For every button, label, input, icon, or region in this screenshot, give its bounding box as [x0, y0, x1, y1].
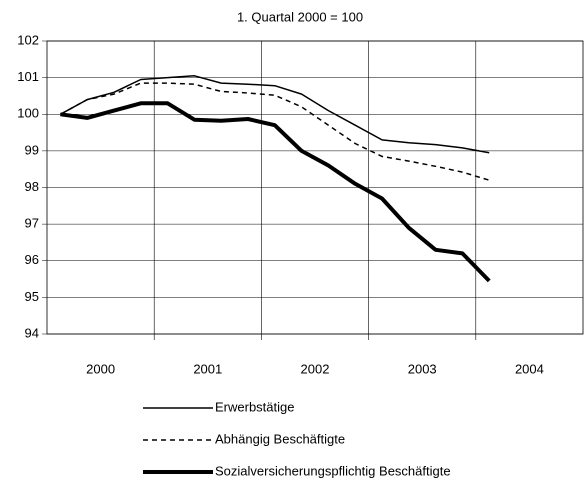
y-tick-label: 98	[25, 179, 39, 194]
x-tick-label: 2000	[86, 361, 115, 376]
chart-subtitle: 1. Quartal 2000 = 100	[237, 9, 363, 24]
legend-label: Erwerbstätige	[215, 399, 294, 414]
y-tick-label: 102	[17, 32, 39, 47]
y-tick-label: 99	[25, 142, 39, 157]
legend-label: Sozialversicherungspflichtig Beschäftigt…	[215, 463, 451, 478]
series-line	[60, 101, 491, 283]
y-tick-label: 95	[25, 289, 39, 304]
legend-label: Abhängig Beschäftigte	[215, 431, 345, 446]
x-tick-label: 2001	[193, 361, 222, 376]
plot-frame	[46, 40, 584, 335]
y-tick-label: 96	[25, 252, 39, 267]
series-line	[60, 82, 490, 181]
y-tick-label: 101	[17, 69, 39, 84]
x-tick-label: 2002	[301, 361, 330, 376]
y-tick-label: 94	[25, 325, 39, 340]
x-tick-label: 2004	[515, 361, 544, 376]
y-tick-label: 100	[17, 106, 39, 121]
x-tick-label: 2003	[408, 361, 437, 376]
series-line	[60, 75, 490, 154]
y-tick-label: 97	[25, 216, 39, 231]
